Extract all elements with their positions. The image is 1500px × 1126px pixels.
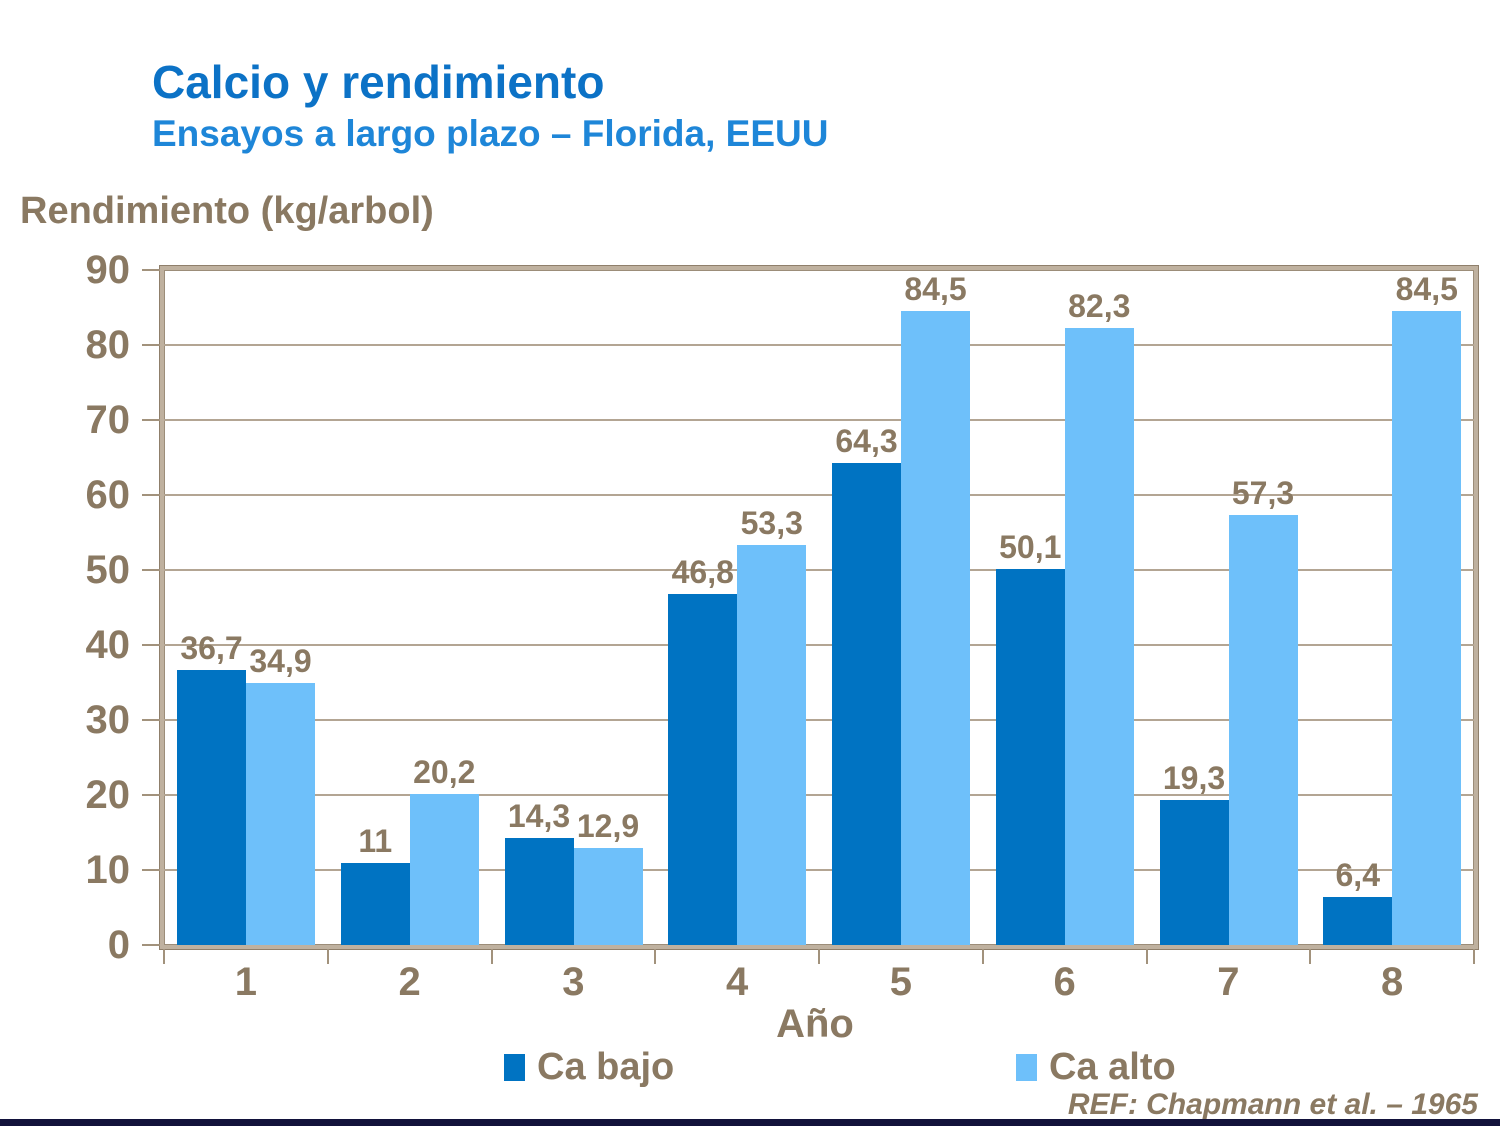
y-axis-tick-40 [142,644,160,646]
bar-ca-bajo-year-5 [832,462,901,945]
bar-ca-bajo-year-2 [340,862,410,945]
page-subtitle: Ensayos a largo plazo – Florida, EEUU [152,113,829,154]
x-axis-tick-2 [490,949,493,964]
gridline-40 [164,644,1474,646]
bar-value-label: 84,5 [904,271,967,308]
bar-value-label: 46,8 [671,554,734,590]
legend-label-ca-alto: Ca alto [1049,1046,1176,1088]
bar-value-label: 20,2 [413,753,476,790]
bar-ca-alto-year-4 [737,545,807,945]
x-axis-tick-5 [981,949,984,964]
y-axis-tick-90 [142,269,160,271]
bar-ca-bajo-year-7 [1159,800,1229,945]
y-axis-tick-60 [142,494,160,496]
y-tick-label-30: 30 [85,698,131,742]
y-tick-label-40: 40 [85,623,131,667]
x-tick-label-4: 4 [726,960,749,1004]
x-axis-tick-0 [163,949,165,964]
gridline-80 [164,344,1474,346]
x-axis-tick-8 [1473,949,1475,964]
bar-value-label: 19,3 [1162,760,1226,797]
bar-ca-alto-year-8 [1392,311,1462,945]
x-tick-label-2: 2 [398,960,421,1004]
y-tick-label-50: 50 [85,548,131,592]
bar-value-label: 6,4 [1335,857,1380,893]
bar-ca-bajo-year-6 [995,569,1065,945]
bar-value-label: 34,9 [249,643,312,680]
y-tick-label-80: 80 [85,323,131,367]
bar-value-label: 14,3 [507,797,571,834]
y-tick-label-70: 70 [85,398,131,442]
x-tick-label-7: 7 [1217,960,1240,1004]
y-axis-tick-0 [142,944,160,946]
bar-value-label: 82,3 [1068,287,1131,324]
bar-value-label: 11 [358,822,393,859]
gridline-60 [164,494,1474,496]
y-axis-tick-30 [142,719,160,721]
legend-label-ca-bajo: Ca bajo [537,1046,675,1088]
y-tick-label-20: 20 [85,773,131,817]
bar-value-label: 50,1 [999,529,1062,566]
bar-value-label: 12,9 [576,808,640,845]
x-tick-label-8: 8 [1381,960,1404,1004]
y-tick-label-10: 10 [85,848,131,892]
gridline-30 [164,719,1474,721]
x-tick-label-3: 3 [562,960,585,1004]
gridline-10 [164,869,1474,871]
bar-ca-alto-year-1 [246,683,315,945]
gridline-70 [164,419,1474,421]
legend-swatch-ca-alto [1016,1053,1037,1081]
y-tick-label-0: 0 [107,923,130,967]
y-axis-tick-10 [142,869,160,871]
footer-accent-bar [0,1119,1500,1126]
bar-ca-bajo-year-1 [177,669,246,945]
page-title: Calcio y rendimiento [152,56,605,108]
legend-item-ca-alto: Ca alto [1016,1046,1176,1088]
y-axis-tick-80 [142,344,160,346]
y-tick-label-60: 60 [85,473,131,517]
bar-ca-alto-year-2 [409,793,479,945]
bar-ca-alto-year-7 [1228,515,1298,945]
x-axis-tick-6 [1145,949,1148,964]
x-tick-label-5: 5 [889,960,912,1004]
y-axis-title: Rendimiento (kg/arbol) [20,190,434,232]
bar-ca-alto-year-6 [1064,327,1134,945]
bar-value-label: 36,7 [180,629,243,666]
legend-swatch-ca-bajo [504,1053,525,1081]
bar-ca-bajo-year-4 [668,594,738,945]
bar-value-label: 64,3 [835,422,898,459]
chart-plot-area: 0 10 20 30 40 50 60 70 80 90 36,7 34,9 1 11 20,2 2 14,3 1… [86,250,1478,1004]
bar-ca-bajo-year-8 [1323,897,1393,945]
x-axis-tick-3 [654,949,657,964]
footer-reference: REF: Chapmann et al. – 1965 [1067,1088,1478,1121]
bar-value-label: 57,3 [1231,475,1295,512]
x-axis-tick-1 [326,949,329,964]
bar-ca-alto-year-3 [573,848,643,945]
y-tick-label-90: 90 [85,248,131,292]
x-axis-tick-4 [818,949,820,964]
bar-ca-alto-year-5 [901,311,970,945]
y-axis-tick-50 [142,569,160,571]
legend-item-ca-bajo: Ca bajo [504,1046,675,1088]
x-tick-label-6: 6 [1053,960,1076,1004]
y-axis-tick-20 [142,794,160,796]
x-axis-tick-7 [1309,949,1312,964]
y-axis-tick-70 [142,419,160,421]
x-tick-label-1: 1 [234,960,257,1004]
x-axis-title: Año [776,1002,854,1046]
bar-ca-bajo-year-3 [504,837,574,945]
gridline-20 [164,794,1474,796]
bar-value-label: 53,3 [740,505,803,542]
gridline-50 [164,569,1474,571]
bar-value-label: 84,5 [1395,271,1458,308]
